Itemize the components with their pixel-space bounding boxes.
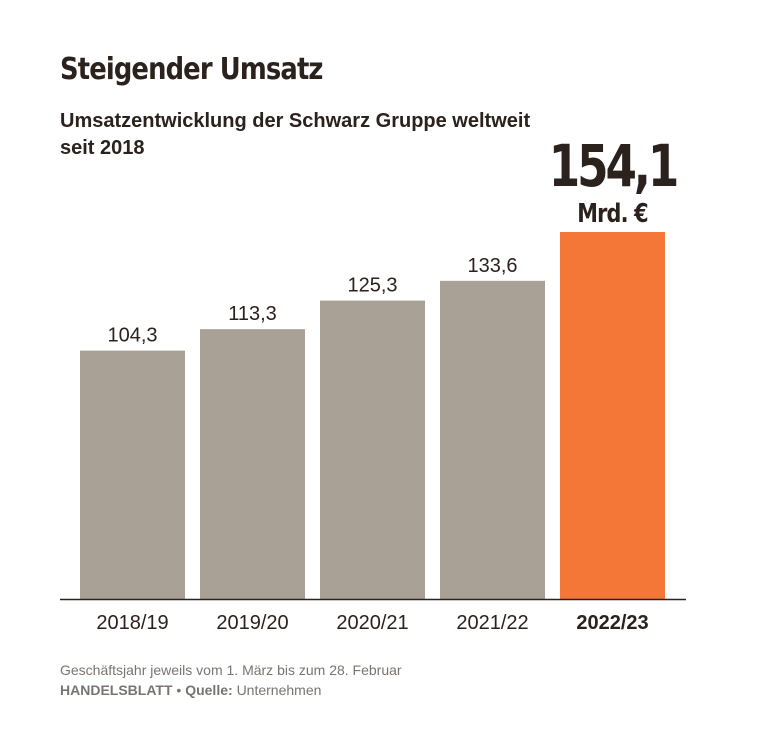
bar-2022/23 (560, 232, 665, 599)
bar-2021/22 (440, 280, 545, 599)
chart-title: Steigender Umsatz (60, 52, 323, 87)
bar-2019/20 (200, 329, 305, 599)
source-separator: • (176, 682, 182, 698)
highlight-unit-label: Mrd. € (577, 198, 648, 229)
source-label: Quelle: (185, 682, 233, 698)
data-label: 104,3 (107, 325, 157, 347)
x-tick-label: 2019/20 (216, 612, 288, 634)
data-label: 113,3 (228, 303, 277, 325)
x-tick-label: 2022/23 (576, 612, 648, 634)
x-tick-label: 2018/19 (96, 612, 168, 634)
x-tick-label: 2021/22 (456, 612, 528, 634)
data-label: 125,3 (347, 275, 397, 297)
source-name: Unternehmen (236, 682, 322, 698)
data-label: 133,6 (467, 255, 517, 277)
chart-subtitle: Umsatzentwicklung der Schwarz Gruppe wel… (60, 110, 531, 159)
x-tick-label: 2020/21 (336, 612, 408, 634)
bar-2020/21 (320, 300, 425, 599)
highlight-value-label: 154,1 (549, 134, 677, 201)
publisher-name: HANDELSBLATT (60, 682, 173, 698)
footnote: Geschäftsjahr jeweils vom 1. März bis zu… (60, 662, 402, 678)
bar-2018/19 (80, 350, 185, 599)
source-line: HANDELSBLATT • Quelle: Unternehmen (60, 682, 321, 698)
